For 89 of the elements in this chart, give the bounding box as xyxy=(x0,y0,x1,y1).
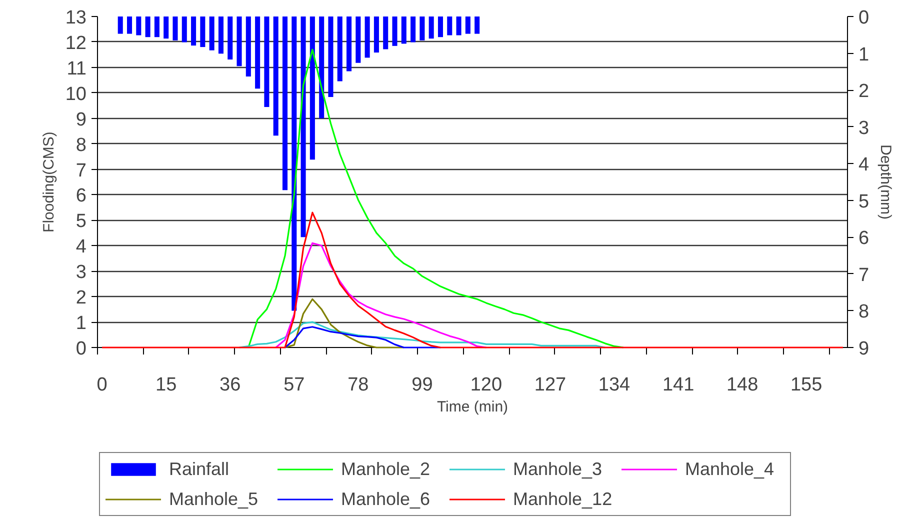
y-tick-label: 4 xyxy=(76,236,87,258)
y-tick-label: 9 xyxy=(76,109,87,130)
bar xyxy=(383,16,388,50)
x-tick-label: 15 xyxy=(156,374,177,396)
bar xyxy=(310,16,315,160)
y-tick-label: 1 xyxy=(76,313,87,334)
bar xyxy=(401,16,406,44)
line-series xyxy=(101,212,844,348)
bar xyxy=(364,16,370,58)
bar xyxy=(209,16,214,50)
y2-axis-title: Depth(mm) xyxy=(877,144,894,220)
bar xyxy=(191,16,196,46)
bar xyxy=(356,16,361,63)
legend-label: Manhole_12 xyxy=(513,488,613,510)
y-tick-label: 5 xyxy=(76,211,87,232)
y-tick-label: 3 xyxy=(76,262,87,284)
y2-tick-label: 5 xyxy=(858,191,870,212)
y2-tick-label: 9 xyxy=(858,338,870,360)
y-tick-label: 13 xyxy=(65,8,87,28)
bar xyxy=(228,16,233,60)
bar xyxy=(264,16,270,107)
bar xyxy=(465,16,470,34)
line-series xyxy=(284,326,442,348)
bar xyxy=(292,16,297,311)
y-tick-label: 11 xyxy=(66,58,87,80)
bar xyxy=(346,16,352,72)
legend-label: Manhole_5 xyxy=(169,488,260,510)
bar xyxy=(474,16,480,34)
bar xyxy=(246,16,251,76)
bar xyxy=(319,16,324,118)
bar xyxy=(328,16,334,98)
y2-tick-label: 3 xyxy=(858,118,870,139)
y2-tick-label: 6 xyxy=(858,228,870,250)
x-tick-label: 36 xyxy=(220,374,241,396)
x-tick-label: 57 xyxy=(284,374,305,396)
legend-label: Rainfall xyxy=(169,458,230,480)
y-tick-label: 12 xyxy=(65,32,87,54)
legend-label: Manhole_4 xyxy=(685,458,776,480)
line-series xyxy=(284,298,405,348)
bar xyxy=(145,16,150,38)
bar xyxy=(282,16,288,190)
x-tick-label: 155 xyxy=(790,374,822,396)
bar xyxy=(172,16,178,40)
y-tick-label: 0 xyxy=(76,338,87,360)
x-tick-label: 78 xyxy=(348,374,369,396)
y-axis-title: Flooding(CMS) xyxy=(40,132,58,232)
bar xyxy=(456,16,462,36)
x-tick-label: 141 xyxy=(662,374,694,396)
bar xyxy=(182,16,187,42)
bar xyxy=(392,16,398,46)
legend-label: Manhole_6 xyxy=(341,488,432,510)
y2-tick-label: 0 xyxy=(858,8,870,28)
bar xyxy=(200,16,206,48)
legend-label: Manhole_2 xyxy=(341,458,432,480)
bar xyxy=(420,16,425,40)
x-tick-label: 120 xyxy=(470,374,502,396)
bar xyxy=(118,16,123,34)
bar xyxy=(218,16,224,54)
y2-tick-label: 7 xyxy=(858,264,870,286)
bar xyxy=(154,16,160,38)
x-tick-label: 134 xyxy=(598,374,631,396)
x-axis-title: Time (min) xyxy=(436,398,508,416)
bar xyxy=(300,16,306,238)
bar xyxy=(164,16,169,39)
bar xyxy=(255,16,260,89)
y-tick-label: 6 xyxy=(76,186,87,207)
bar xyxy=(236,16,242,66)
y-tick-label: 7 xyxy=(76,160,87,182)
y2-tick-label: 8 xyxy=(858,302,870,323)
y2-tick-label: 4 xyxy=(858,154,870,176)
x-tick-label: 99 xyxy=(412,374,433,396)
y2-tick-label: 2 xyxy=(858,81,870,102)
legend-label: Manhole_3 xyxy=(513,458,604,480)
bar xyxy=(273,16,278,136)
bar xyxy=(438,16,444,38)
bar xyxy=(428,16,434,39)
bar xyxy=(374,16,379,53)
y2-tick-label: 1 xyxy=(858,44,870,66)
bar xyxy=(447,16,452,36)
bar xyxy=(136,16,142,36)
x-tick-label: 0 xyxy=(96,374,108,396)
bar xyxy=(337,16,342,82)
y-tick-label: 8 xyxy=(76,134,87,156)
bar xyxy=(126,16,132,34)
x-tick-label: 148 xyxy=(726,374,758,396)
bar xyxy=(410,16,416,42)
x-tick-label: 127 xyxy=(534,374,566,396)
y-tick-label: 2 xyxy=(76,288,87,309)
y-tick-label: 10 xyxy=(65,84,87,105)
